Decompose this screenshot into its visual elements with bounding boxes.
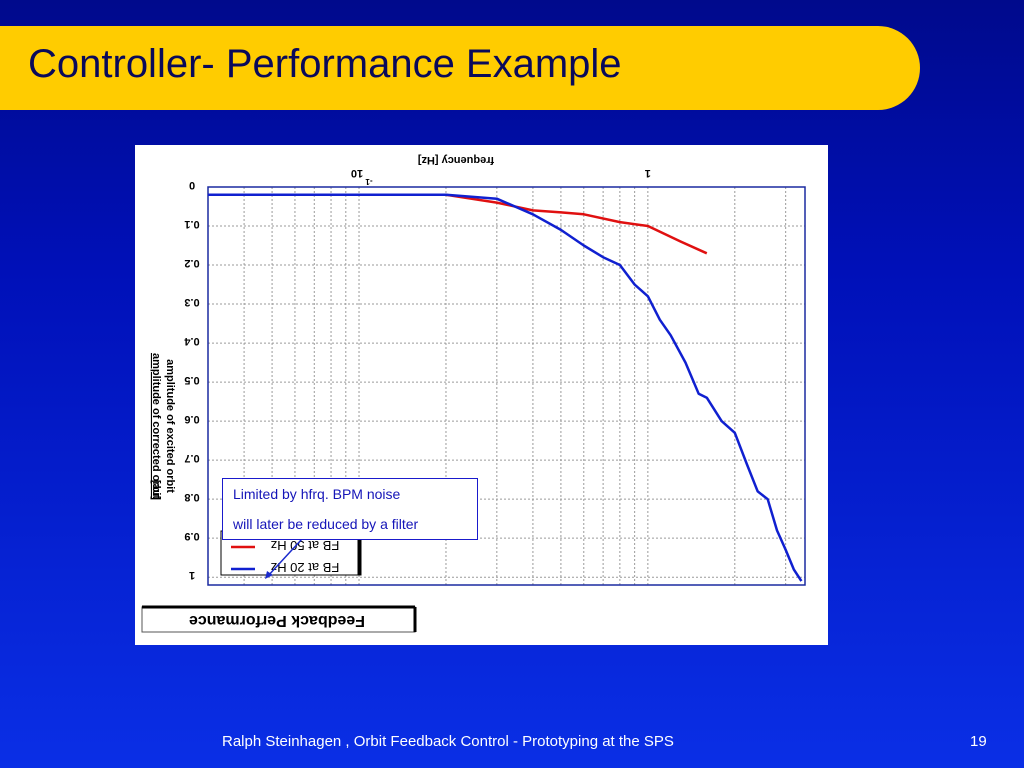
footer-text: Ralph Steinhagen , Orbit Feedback Contro… xyxy=(222,733,674,750)
x-axis-label: frequency [Hz] xyxy=(417,154,494,166)
y-tick-label: 0.9 xyxy=(184,530,199,542)
annotation-arrowhead xyxy=(265,571,273,579)
legend-label: FB at 50 Hz xyxy=(271,538,340,553)
y-tick-label: 0.1 xyxy=(184,218,199,230)
y-axis-label-numerator: amplitude of corrected orbit xyxy=(150,353,162,499)
page-number: 19 xyxy=(970,733,987,750)
legend-label: FB at 20 Hz xyxy=(271,560,340,575)
y-axis-unit: [au] xyxy=(150,480,162,501)
y-tick-label: 0.3 xyxy=(184,296,199,308)
chart-title-box xyxy=(141,606,416,633)
annotation-box: Limited by hfrq. BPM noise will later be… xyxy=(222,478,478,540)
y-tick-label: 0.2 xyxy=(184,257,199,269)
plot-frame xyxy=(207,186,806,586)
y-tick-label: 1 xyxy=(189,569,195,581)
series-line-fb-20hz xyxy=(208,193,803,582)
x-tick-exponent: -1 xyxy=(365,177,373,186)
y-tick-label: 0.5 xyxy=(184,374,199,386)
y-axis-label-denominator: amplitude of excited orbit xyxy=(164,359,176,493)
y-tick-label: 0 xyxy=(189,179,195,191)
annotation-line-1: Limited by hfrq. BPM noise xyxy=(233,486,401,502)
x-tick-label: 10 xyxy=(351,167,363,179)
x-tick-label: 1 xyxy=(645,167,651,179)
feedback-performance-chart: 0 0.1 0.2 0.3 0.4 0.5 0.6 0.7 0.8 0.9 1 10-1 1 freque… xyxy=(141,154,806,633)
chart-title: Feedback Performance xyxy=(189,612,365,629)
y-tick-label: 0.7 xyxy=(184,452,199,464)
annotation-arrow xyxy=(266,538,303,578)
slide-title: Controller- Performance Example xyxy=(28,42,622,86)
series-line-fb-50hz xyxy=(208,193,708,255)
y-tick-label: 0.8 xyxy=(184,491,199,503)
annotation-line-2: will later be reduced by a filter xyxy=(233,516,419,532)
y-tick-label: 0.6 xyxy=(184,413,199,425)
y-tick-label: 0.4 xyxy=(183,335,199,347)
title-banner xyxy=(0,26,920,110)
chart-panel: 0 0.1 0.2 0.3 0.4 0.5 0.6 0.7 0.8 0.9 1 10 -1 1 freque… xyxy=(135,145,828,645)
